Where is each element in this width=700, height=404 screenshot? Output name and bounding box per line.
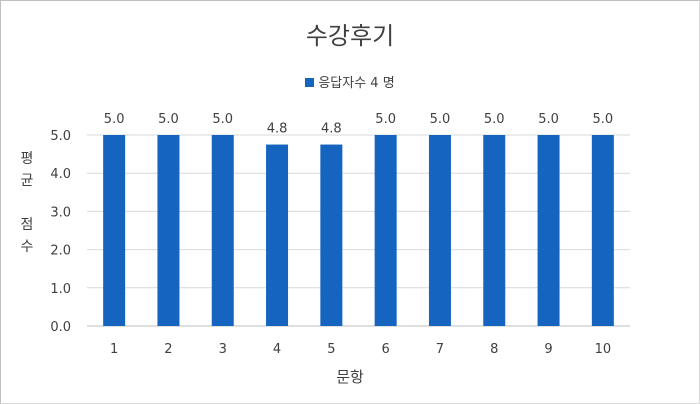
bar bbox=[483, 135, 506, 326]
y-axis-label-char: 균 bbox=[20, 173, 34, 189]
y-axis-label-char: 평 bbox=[20, 151, 34, 167]
y-tick-label: 2.0 bbox=[50, 244, 71, 259]
y-tick-label: 1.0 bbox=[50, 282, 71, 297]
bar bbox=[266, 144, 289, 326]
data-label: 5.0 bbox=[158, 112, 179, 127]
bar bbox=[320, 144, 343, 326]
chart-title: 수강후기 bbox=[305, 22, 395, 50]
x-tick-label: 7 bbox=[436, 342, 444, 357]
x-tick-label: 1 bbox=[110, 342, 118, 357]
data-label: 5.0 bbox=[593, 112, 614, 127]
bar bbox=[374, 135, 397, 326]
y-tick-label: 3.0 bbox=[50, 205, 71, 220]
data-label: 5.0 bbox=[104, 112, 125, 127]
data-label: 5.0 bbox=[375, 112, 396, 127]
legend-label: 응답자수 4 명 bbox=[318, 76, 395, 91]
data-label: 5.0 bbox=[430, 112, 451, 127]
x-tick-label: 10 bbox=[595, 342, 612, 357]
bar bbox=[537, 135, 560, 326]
data-label: 5.0 bbox=[212, 112, 233, 127]
x-tick-label: 5 bbox=[327, 342, 335, 357]
data-label: 5.0 bbox=[538, 112, 559, 127]
data-label: 4.8 bbox=[267, 122, 288, 137]
bar bbox=[211, 135, 234, 326]
x-tick-label: 9 bbox=[544, 342, 552, 357]
y-axis-label-char: 점 bbox=[20, 217, 34, 233]
legend-swatch bbox=[305, 78, 315, 87]
x-tick-label: 6 bbox=[382, 342, 390, 357]
x-tick-label: 2 bbox=[164, 342, 172, 357]
x-tick-label: 8 bbox=[490, 342, 498, 357]
bar bbox=[591, 135, 614, 326]
x-axis-label: 문항 bbox=[336, 368, 364, 386]
data-label: 5.0 bbox=[484, 112, 505, 127]
y-tick-label: 5.0 bbox=[50, 129, 71, 144]
y-tick-label: 4.0 bbox=[50, 167, 71, 182]
legend: 응답자수 4 명 bbox=[0, 72, 700, 91]
x-tick-label: 4 bbox=[273, 342, 281, 357]
y-tick-label: 0.0 bbox=[50, 320, 71, 335]
bar bbox=[428, 135, 451, 326]
bar bbox=[103, 135, 126, 326]
x-tick-label: 3 bbox=[219, 342, 227, 357]
y-axis-label-char: 수 bbox=[20, 239, 34, 255]
data-label: 4.8 bbox=[321, 122, 342, 137]
bar bbox=[157, 135, 180, 326]
